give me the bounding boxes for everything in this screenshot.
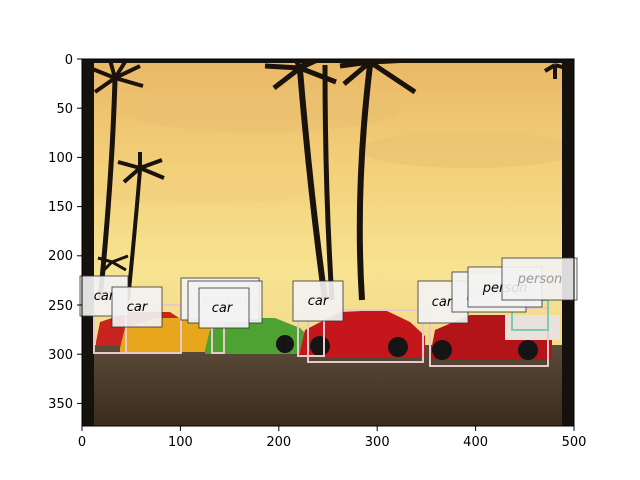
y-tick-label: 100	[48, 151, 73, 166]
y-tick-label: 300	[48, 348, 73, 363]
photo	[82, 59, 574, 426]
cloud	[82, 176, 320, 204]
palm-trees	[89, 59, 570, 301]
wheel	[518, 340, 538, 360]
y-tick-label: 50	[56, 102, 73, 117]
x-tick-label: 0	[78, 435, 86, 450]
film-border-left	[82, 59, 94, 426]
parked-car	[505, 315, 560, 340]
svg-text:car: car	[212, 301, 234, 316]
detection-labels: car car person car car car person	[79, 257, 578, 329]
detection-label-car: car	[292, 280, 344, 322]
axes-frame	[81, 58, 575, 427]
y-tick-label: 150	[48, 200, 73, 215]
film-border-right	[562, 59, 574, 426]
y-tick-label: 0	[65, 53, 73, 68]
svg-text:car: car	[432, 295, 454, 310]
cloud	[120, 88, 400, 132]
film-border-top	[82, 59, 574, 63]
x-tick-label: 500	[562, 435, 587, 450]
wheel	[432, 340, 452, 360]
x-tick-labels: 0 100 200 300 400 500	[78, 435, 587, 450]
x-tick-label: 200	[266, 435, 291, 450]
svg-text:car: car	[308, 294, 330, 309]
svg-text:person: person	[517, 272, 563, 287]
bbox	[307, 309, 424, 363]
detection-label-car: car	[111, 286, 163, 328]
detection-label-car: car	[198, 287, 250, 329]
svg-text:car: car	[127, 300, 149, 315]
y-tick-labels: 0 50 100 150 200 250 300 350	[48, 53, 73, 412]
x-tick-label: 100	[168, 435, 193, 450]
svg-text:car: car	[94, 289, 116, 304]
x-tick-label: 300	[365, 435, 390, 450]
x-tick-label: 400	[463, 435, 488, 450]
cloud	[360, 132, 574, 168]
wheel	[310, 336, 330, 356]
y-axis	[77, 58, 82, 404]
detection-label-person: person	[501, 257, 578, 301]
y-tick-label: 200	[48, 249, 73, 264]
y-tick-label: 250	[48, 299, 73, 314]
y-tick-label: 350	[48, 397, 73, 412]
wheel	[388, 337, 408, 357]
wheel	[276, 335, 294, 353]
x-axis	[81, 426, 575, 431]
